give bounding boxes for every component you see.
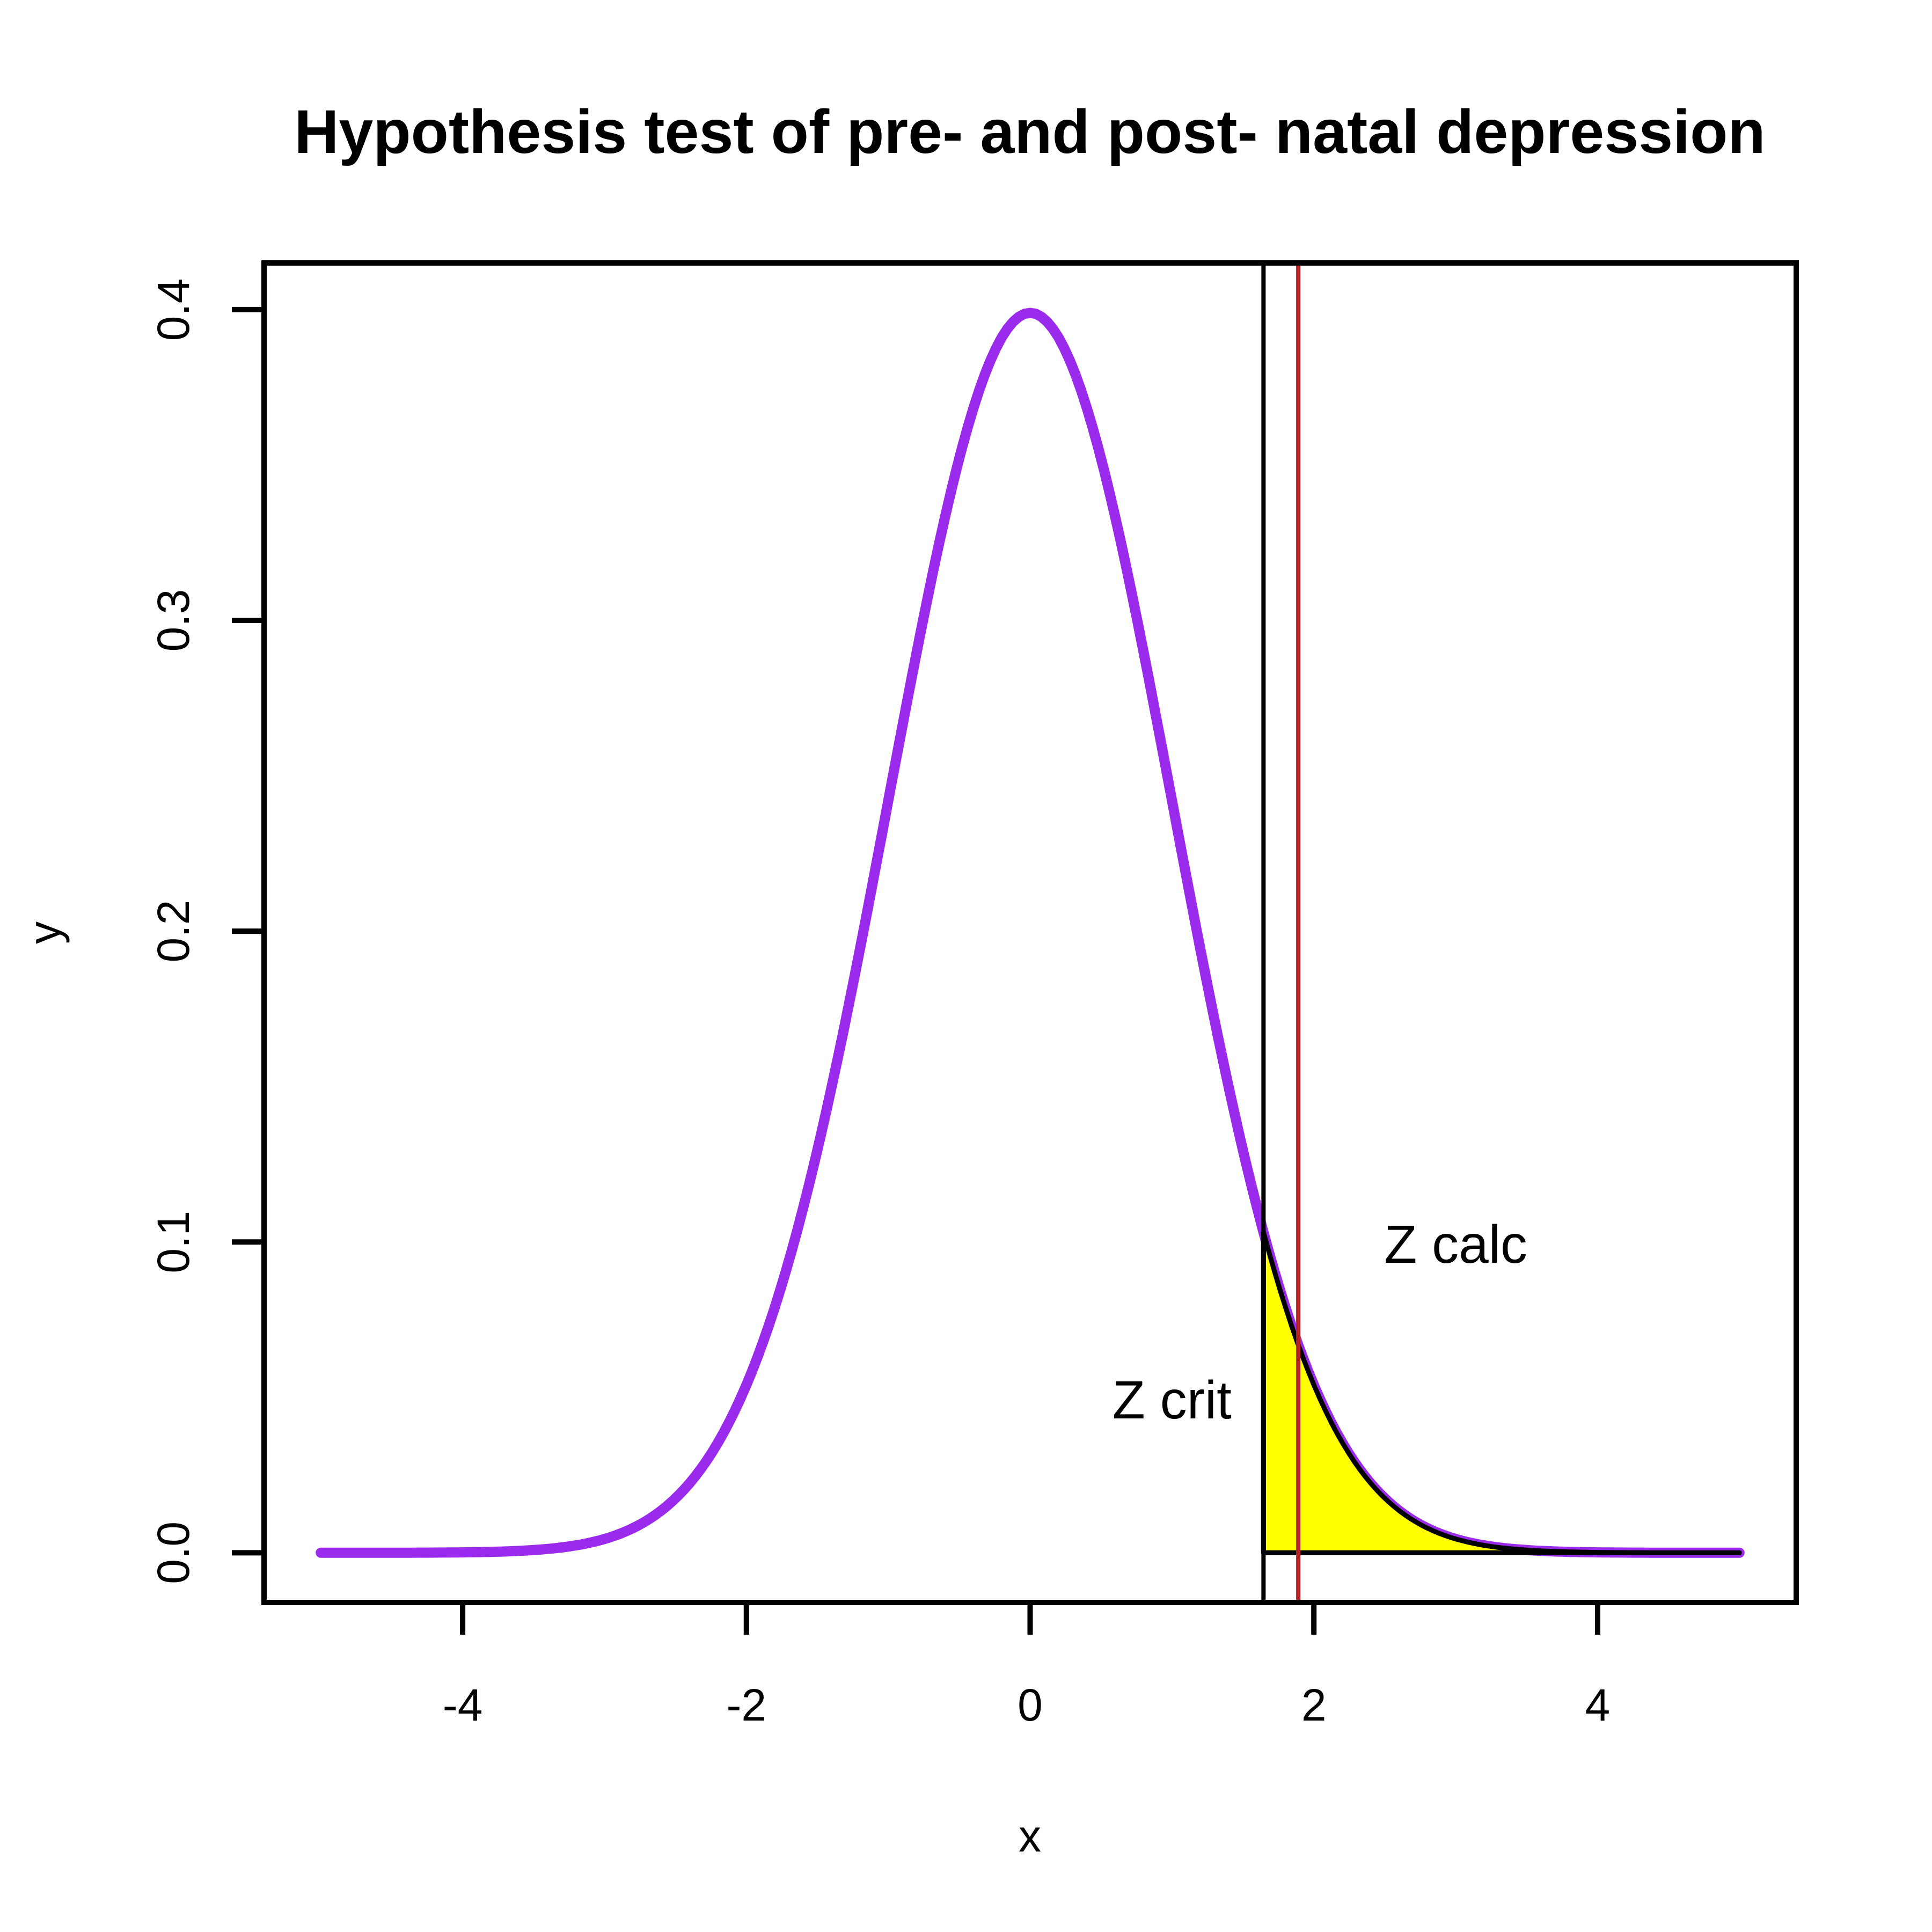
chart-title: Hypothesis test of pre- and post- natal … <box>294 98 1765 166</box>
z-crit-annotation: Z crit <box>1113 1370 1232 1430</box>
y-tick-label: 0.1 <box>148 1211 199 1274</box>
rejection-region <box>1261 1230 1742 1555</box>
y-axis: 0.0 0.1 0.2 0.3 0.4 <box>148 279 264 1584</box>
x-tick-label: 0 <box>1018 1680 1043 1730</box>
x-axis: -4 -2 0 2 4 <box>443 1602 1611 1730</box>
x-tick-label: -4 <box>443 1680 483 1730</box>
y-tick-label: 0.3 <box>148 589 199 652</box>
x-tick-label: 4 <box>1585 1680 1611 1730</box>
y-tick-label: 0.0 <box>148 1521 199 1584</box>
x-axis-label: x <box>1019 1811 1041 1861</box>
y-tick-label: 0.2 <box>148 900 199 963</box>
z-calc-annotation: Z calc <box>1384 1214 1527 1275</box>
x-tick-label: 2 <box>1301 1680 1327 1730</box>
x-tick-label: -2 <box>726 1680 766 1730</box>
y-tick-label: 0.4 <box>148 279 199 341</box>
y-axis-label: y <box>19 921 70 944</box>
